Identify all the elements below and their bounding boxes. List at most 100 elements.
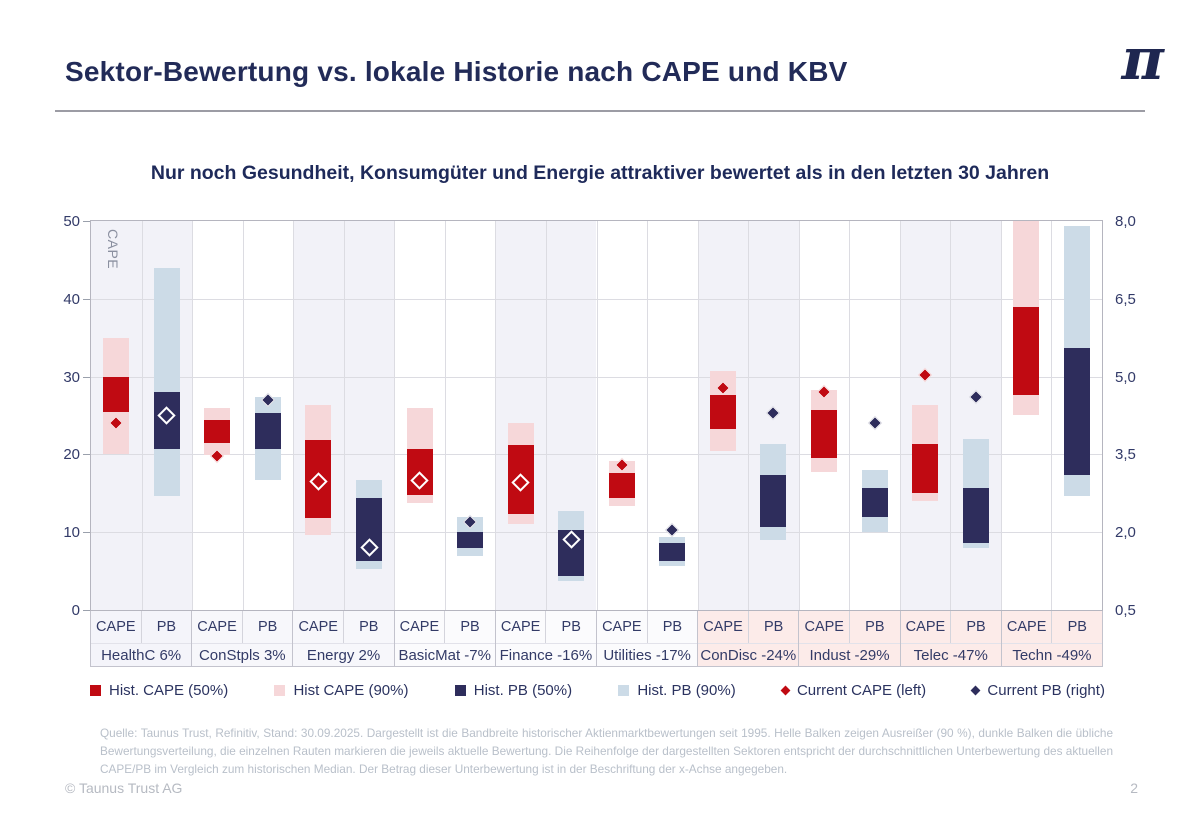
vertical-gridline <box>798 221 800 610</box>
x-label-group-Finance: CAPE PB Finance -16% <box>495 611 598 666</box>
horizontal-gridline <box>91 376 1102 378</box>
header-divider <box>55 110 1145 112</box>
cape-50-bar-Telec <box>912 444 939 494</box>
vertical-gridline <box>495 221 497 610</box>
cape-50-bar-Energy <box>305 439 332 519</box>
legend-item: Current CAPE (left) <box>780 682 927 699</box>
x-label-metric-row: CAPE PB <box>293 611 394 644</box>
vertical-gridline <box>242 221 244 610</box>
pb-50-bar-Telec <box>962 488 989 543</box>
sector-name-label: Utilities -17% <box>603 646 691 664</box>
left-axis-tick <box>83 532 90 534</box>
horizontal-gridline <box>91 298 1102 300</box>
legend-item: Current PB (right) <box>970 682 1105 699</box>
x-label-metric-row: CAPE PB <box>698 611 799 644</box>
x-label-group-Energy: CAPE PB Energy 2% <box>293 611 395 666</box>
right-axis-tick-label: 6,5 <box>1115 290 1136 308</box>
pb-column-header: PB <box>1067 619 1087 635</box>
pb-50-bar-Indust <box>861 488 888 517</box>
cape-column-header: CAPE <box>597 611 648 643</box>
pb-column-header: PB <box>662 619 683 635</box>
sector-name-label: Telec -47% <box>913 646 988 664</box>
x-label-metric-row: CAPE PB <box>192 611 293 644</box>
x-label-metric-row: CAPE PB <box>91 611 192 644</box>
vertical-gridline <box>394 221 396 610</box>
legend-label: Hist. PB (90%) <box>637 682 736 699</box>
x-label-group-Utilities: CAPE PB Utilities -17% <box>597 611 699 666</box>
pb-50-bar-ConStpls <box>254 412 281 450</box>
legend: Hist. CAPE (50%) Hist CAPE (90%) Hist. PB … <box>90 682 1105 699</box>
sector-name-label: HealthC 6% <box>101 646 182 664</box>
left-axis-tick-label: 50 <box>63 213 80 230</box>
cape-50-bar-Techn <box>1013 306 1040 396</box>
legend-item: Hist. PB (90%) <box>618 682 736 699</box>
left-axis-title: CAPE <box>105 229 121 270</box>
pb-90-bar-HealthC <box>153 267 180 496</box>
cape-column-header: CAPE <box>1002 611 1053 643</box>
vertical-gridline <box>647 221 649 610</box>
pb-50-bar-ConDisc <box>760 475 787 527</box>
x-label-metric-row: CAPE PB <box>597 611 698 644</box>
pb-column-header: PB <box>561 619 581 635</box>
cape-column-header: CAPE <box>496 611 547 643</box>
vertical-gridline <box>748 221 750 610</box>
pb-50-bar-Utilities <box>659 542 686 561</box>
legend-swatch-icon <box>454 685 466 696</box>
x-label-metric-row: CAPE PB <box>799 611 900 644</box>
vertical-gridline <box>1051 221 1053 610</box>
left-axis-tick <box>83 298 90 300</box>
vertical-gridline <box>899 221 901 610</box>
pb-50-bar-HealthC <box>153 392 180 450</box>
legend-label: Hist. CAPE (50%) <box>109 682 229 699</box>
right-axis-tick-label: 3,5 <box>1115 446 1136 464</box>
x-label-metric-row: CAPE PB <box>900 611 1001 644</box>
x-label-group-Indust: CAPE PB Indust -29% <box>799 611 901 666</box>
chart-title: Nur noch Gesundheit, Konsumgüter und Ene… <box>150 162 1050 184</box>
pb-50-bar-Finance <box>558 529 585 577</box>
legend-label: Hist CAPE (90%) <box>293 682 409 699</box>
legend-diamond-icon <box>970 685 981 696</box>
legend-label: Current CAPE (left) <box>796 682 927 699</box>
cape-column-header: CAPE <box>91 611 142 643</box>
pb-column-header: PB <box>359 619 379 635</box>
left-axis-tick-label: 30 <box>63 368 80 386</box>
pi-logo-icon: π <box>1121 25 1164 93</box>
legend-item: Hist CAPE (90%) <box>274 682 408 699</box>
pb-column-header: PB <box>156 619 177 635</box>
sector-name-label: Indust -29% <box>809 646 890 664</box>
pb-50-bar-BasicMat <box>457 532 484 548</box>
cape-column-header: CAPE <box>901 611 952 643</box>
legend-label: Current PB (right) <box>987 682 1105 699</box>
copyright: © Taunus Trust AG <box>65 780 183 796</box>
vertical-gridline <box>293 221 295 610</box>
left-axis-tick-label: 40 <box>63 290 80 308</box>
page-number: 2 <box>1130 780 1138 796</box>
vertical-gridline <box>192 221 194 610</box>
sector-name-label: BasicMat -7% <box>398 646 491 664</box>
x-label-group-BasicMat: CAPE PB BasicMat -7% <box>394 611 496 666</box>
sector-name-label: ConDisc -24% <box>700 646 797 664</box>
cape-column-header: CAPE <box>395 611 446 643</box>
legend-swatch-icon <box>274 685 286 696</box>
current-pb-marker-Indust <box>867 416 882 431</box>
cape-column-header: CAPE <box>293 611 345 643</box>
legend-label: Hist. PB (50%) <box>473 682 573 699</box>
left-axis-tick-label: 10 <box>63 524 80 542</box>
left-axis-tick <box>83 221 90 222</box>
x-axis-label-band: CAPE PB HealthC 6% CAPE PB ConStpls 3% CAPE PB E… <box>90 611 1103 667</box>
cape-column-header: CAPE <box>799 611 851 643</box>
current-pb-marker-Utilities <box>665 522 680 537</box>
vertical-gridline <box>545 221 547 610</box>
pb-column-header: PB <box>966 619 986 635</box>
legend-item: Hist. PB (50%) <box>454 682 573 699</box>
legend-swatch-icon <box>618 685 630 696</box>
vertical-gridline <box>1000 221 1002 610</box>
sector-name-label: ConStpls 3% <box>198 646 286 664</box>
left-axis-tick <box>83 454 90 456</box>
horizontal-gridline <box>91 532 1102 534</box>
cape-50-bar-ConDisc <box>709 395 736 429</box>
vertical-gridline <box>849 221 851 610</box>
cape-50-bar-BasicMat <box>406 448 433 495</box>
x-label-group-Techn: CAPE PB Techn -49% <box>1001 611 1103 666</box>
